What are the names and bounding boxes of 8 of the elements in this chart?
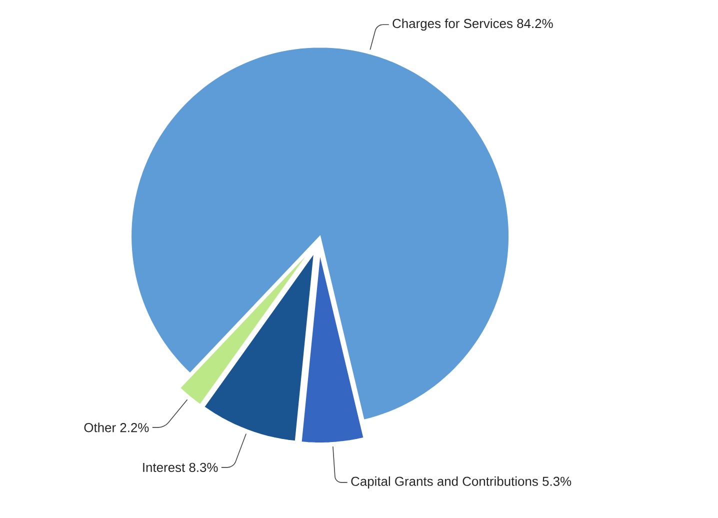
data-label: 5.3% [542, 476, 572, 486]
data-label: 8.3% [189, 462, 218, 472]
data-label: 2.2% [120, 423, 149, 432]
slice-label: Interest [143, 462, 186, 472]
slice-label: Capital Grants and Contributions [351, 476, 538, 488]
data-label: 84.2% [517, 18, 553, 28]
slice-label: Other [84, 422, 116, 432]
slice-label: Charges for Services [392, 18, 513, 31]
